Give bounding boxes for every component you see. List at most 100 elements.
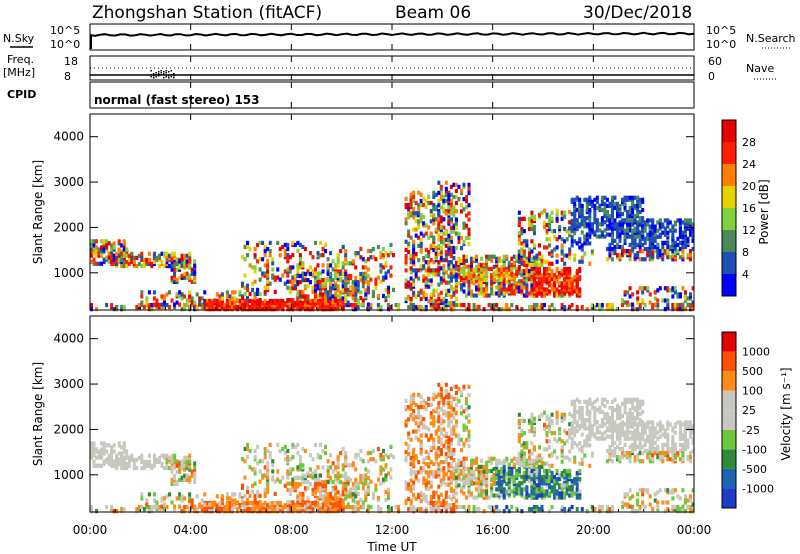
power-cell — [424, 198, 428, 204]
power-cell — [341, 265, 345, 270]
power-cell — [585, 307, 589, 312]
velocity-cell — [316, 500, 320, 506]
power-cell — [278, 253, 282, 258]
power-cell — [590, 199, 594, 204]
velocity-cell — [366, 482, 370, 487]
velocity-cell — [278, 448, 282, 454]
velocity-cell — [296, 494, 300, 499]
power-cell — [452, 274, 456, 279]
power-cell — [485, 254, 489, 259]
power-cell — [386, 285, 390, 290]
power-cell — [349, 302, 353, 308]
velocity-cell — [480, 472, 484, 478]
power-cell — [543, 279, 547, 284]
velocity-cell — [379, 481, 383, 486]
power-cell — [605, 257, 609, 262]
velocity-cell — [261, 473, 265, 478]
power-cell — [286, 297, 290, 303]
velocity-cell — [371, 448, 375, 454]
velocity-cell — [442, 419, 446, 424]
velocity-cell — [452, 492, 456, 497]
velocity-cell — [200, 498, 204, 503]
power-cell — [600, 195, 604, 200]
power-cell — [346, 302, 350, 308]
power-cell — [427, 260, 431, 265]
power-cell — [648, 300, 652, 305]
power-cell — [449, 249, 453, 255]
power-cell — [686, 218, 690, 223]
velocity-cell — [449, 496, 453, 502]
velocity-cell — [351, 495, 355, 501]
power-cell — [548, 243, 552, 248]
power-cell — [140, 302, 144, 308]
velocity-cell — [434, 406, 438, 412]
power-cell — [497, 267, 501, 272]
power-cell — [422, 274, 426, 279]
velocity-cell — [422, 492, 426, 497]
power-cell — [527, 216, 531, 221]
velocity-cell — [178, 496, 182, 501]
power-cell — [454, 209, 458, 214]
power-cell — [306, 294, 310, 299]
velocity-cell — [263, 487, 267, 492]
power-cell — [553, 247, 557, 252]
velocity-cell — [457, 458, 461, 463]
velocity-cell — [464, 495, 469, 500]
power-colorbar-segment — [722, 208, 736, 230]
power-cell — [638, 230, 642, 235]
power-cell — [301, 261, 305, 266]
power-cell — [480, 273, 484, 278]
velocity-cell — [271, 475, 275, 480]
velocity-cell — [349, 494, 353, 499]
power-cell — [241, 295, 245, 301]
velocity-cell — [427, 462, 431, 467]
velocity-cell — [437, 498, 441, 504]
power-cell — [356, 288, 360, 293]
power-cell — [326, 307, 330, 312]
velocity-cell — [188, 459, 192, 464]
power-cell — [439, 280, 443, 285]
power-cell — [215, 298, 219, 304]
power-cell — [203, 290, 207, 295]
velocity-cell — [437, 419, 441, 424]
power-cell — [459, 209, 463, 214]
power-cell — [555, 216, 559, 221]
power-cell — [558, 270, 562, 276]
power-cell — [150, 307, 154, 312]
velocity-cell — [266, 475, 270, 480]
power-cell — [361, 265, 365, 270]
power-cell — [548, 224, 552, 230]
velocity-cell — [180, 465, 184, 470]
power-cell — [449, 300, 453, 306]
power-cell — [180, 253, 184, 258]
velocity-cell — [160, 453, 164, 458]
power-cell — [641, 248, 645, 254]
power-cell — [517, 216, 521, 221]
power-cell — [570, 239, 574, 244]
velocity-cell — [447, 439, 451, 445]
power-cell — [610, 226, 614, 231]
power-cell — [537, 251, 541, 256]
power-cell — [319, 271, 323, 276]
velocity-cell — [225, 492, 229, 497]
power-cell — [288, 302, 292, 308]
power-cell — [449, 253, 453, 259]
power-cell — [210, 300, 214, 305]
power-cell — [449, 284, 453, 289]
power-cell — [568, 279, 572, 284]
power-cell — [633, 226, 637, 231]
power-cell — [319, 240, 323, 246]
power-cell — [470, 260, 474, 265]
power-cell — [120, 243, 124, 248]
velocity-cell — [412, 409, 416, 414]
velocity-cell — [117, 441, 121, 446]
power-cell — [610, 203, 614, 209]
velocity-cell — [444, 490, 448, 495]
power-cell — [553, 281, 557, 286]
velocity-cell — [200, 507, 204, 512]
velocity-cell — [361, 477, 365, 483]
power-cell — [656, 220, 660, 225]
velocity-cell — [437, 401, 441, 406]
power-cell — [532, 273, 536, 278]
velocity-cell — [452, 431, 456, 436]
